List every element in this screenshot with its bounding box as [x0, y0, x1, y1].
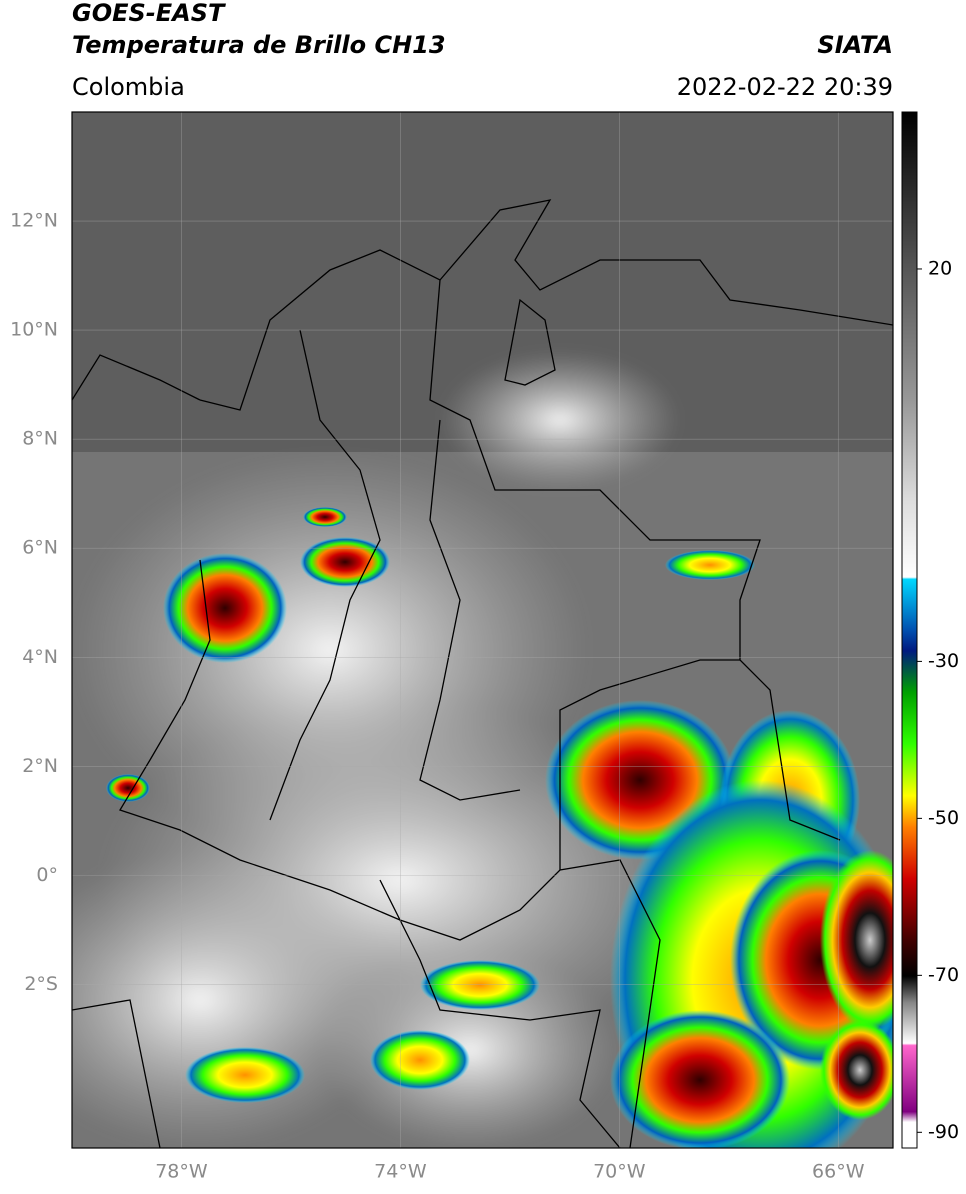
- colorbar: [901, 111, 918, 1149]
- source: SIATA: [817, 31, 893, 59]
- colorbar-tick-label: 20: [928, 257, 952, 279]
- satellite-map: [72, 112, 893, 1148]
- lat-tick-label: 10°N: [10, 319, 58, 341]
- lat-tick-label: 4°N: [22, 646, 58, 668]
- lat-tick-label: 2°N: [22, 755, 58, 777]
- colorbar-tick-label: -30: [928, 650, 959, 672]
- lon-tick-label: 78°W: [155, 1161, 208, 1183]
- borders: [72, 199, 893, 1148]
- lat-tick-label: 2°S: [24, 973, 58, 995]
- lon-tick-label: 70°W: [593, 1161, 646, 1183]
- datetime: 2022-02-22 20:39: [677, 73, 893, 101]
- title: GOES-EAST: [72, 0, 226, 27]
- colorbar-tick-label: -90: [928, 1121, 959, 1143]
- map-frame: [71, 111, 894, 1149]
- colorbar-tick-label: -70: [928, 964, 959, 986]
- graticule: [72, 112, 893, 1148]
- lat-tick-label: 6°N: [22, 537, 58, 559]
- region: Colombia: [72, 73, 185, 101]
- colorbar-tick-label: -50: [928, 807, 959, 829]
- lon-tick-label: 66°W: [812, 1161, 865, 1183]
- lat-tick-label: 12°N: [10, 210, 58, 232]
- lat-tick-label: 0°: [36, 864, 58, 886]
- lon-tick-label: 74°W: [374, 1161, 427, 1183]
- lat-tick-label: 8°N: [22, 428, 58, 450]
- subtitle: Temperatura de Brillo CH13: [72, 31, 446, 59]
